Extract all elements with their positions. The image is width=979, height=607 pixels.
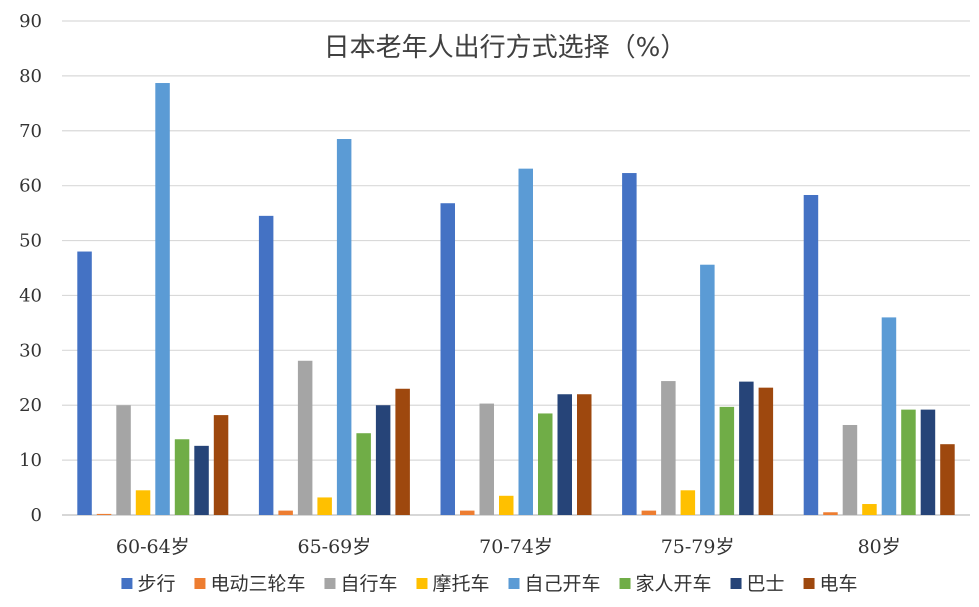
y-axis-ticks: 0 10 20 30 40 50 60 70 80 90: [19, 11, 42, 526]
bar: [135, 490, 151, 515]
x-category-label: 60-64岁: [116, 536, 190, 558]
chart-title: 日本老年人出行方式选择（%）: [324, 33, 687, 63]
legend-swatch: [803, 578, 815, 589]
bar: [518, 168, 533, 515]
y-tick-label: 40: [19, 285, 42, 306]
bar: [317, 497, 332, 515]
x-axis-categories: 60-64岁 65-69岁 70-74岁 75-79岁 80岁: [116, 536, 901, 558]
y-tick-label: 0: [31, 505, 42, 526]
bar: [920, 409, 936, 515]
y-tick-label: 10: [19, 450, 42, 471]
bar: [901, 409, 916, 515]
bar: [499, 495, 514, 515]
bar: [622, 173, 637, 515]
bar: [940, 444, 955, 515]
bar: [297, 360, 313, 515]
gridlines: [62, 20, 970, 516]
legend-item: 巴士: [730, 573, 785, 595]
bar: [680, 490, 696, 515]
bar: [739, 381, 754, 515]
legend-swatch: [730, 578, 742, 589]
legend-swatch: [324, 578, 336, 589]
legend-item: 家人开车: [619, 573, 712, 595]
legend-label: 电车: [820, 573, 858, 595]
bar: [174, 439, 190, 515]
bar: [758, 387, 774, 515]
bar: [538, 413, 553, 515]
y-tick-label: 90: [19, 11, 42, 32]
legend: 步行 电动三轮车 自行车 摩托车 自己开车 家人开车 巴士 电车: [121, 573, 858, 595]
y-tick-label: 20: [19, 395, 42, 416]
x-category-label: 75-79岁: [661, 536, 735, 558]
bar: [823, 512, 838, 515]
bar: [116, 405, 131, 515]
bar: [862, 504, 877, 515]
x-category-label: 70-74岁: [479, 536, 553, 558]
bar: [356, 433, 371, 515]
bar: [194, 445, 209, 515]
bar: [96, 513, 112, 515]
bar: [440, 203, 455, 515]
bar: [803, 194, 819, 515]
bar: [700, 264, 715, 515]
x-category-label: 65-69岁: [298, 536, 372, 558]
bars: [77, 83, 955, 516]
y-tick-label: 80: [19, 66, 42, 87]
legend-label: 自行车: [340, 573, 397, 595]
y-tick-label: 50: [19, 231, 42, 252]
bar: [557, 394, 572, 515]
bar: [278, 510, 293, 515]
bar: [460, 510, 475, 515]
bar: [661, 381, 676, 515]
legend-label: 巴士: [747, 573, 785, 595]
bar: [577, 394, 592, 515]
legend-item: 步行: [121, 573, 175, 595]
bar: [336, 139, 352, 515]
bar: [258, 215, 274, 515]
legend-label: 自己开车: [525, 573, 601, 595]
bar: [842, 424, 858, 515]
y-tick-label: 30: [19, 340, 42, 361]
legend-item: 电动三轮车: [194, 573, 305, 595]
bar: [155, 83, 170, 515]
bar: [395, 388, 410, 515]
legend-label: 电动三轮车: [210, 573, 305, 595]
bar: [479, 403, 494, 515]
bar: [213, 415, 229, 515]
legend-swatch: [194, 578, 206, 589]
legend-item: 电车: [803, 573, 858, 595]
legend-swatch: [416, 578, 428, 589]
bar: [719, 406, 735, 515]
legend-label: 家人开车: [636, 573, 712, 595]
legend-item: 自行车: [324, 573, 397, 595]
y-tick-label: 70: [19, 121, 42, 142]
bar: [881, 317, 897, 515]
bar: [77, 251, 92, 516]
bar: [641, 510, 657, 515]
legend-item: 摩托车: [416, 573, 490, 595]
legend-swatch: [619, 578, 631, 589]
bar: [375, 405, 391, 515]
legend-item: 自己开车: [508, 573, 601, 595]
legend-swatch: [121, 578, 133, 589]
legend-swatch: [508, 578, 520, 589]
legend-label: 摩托车: [432, 573, 489, 595]
x-category-label: 80岁: [858, 536, 901, 558]
legend-label: 步行: [137, 573, 175, 595]
y-tick-label: 60: [19, 176, 42, 197]
